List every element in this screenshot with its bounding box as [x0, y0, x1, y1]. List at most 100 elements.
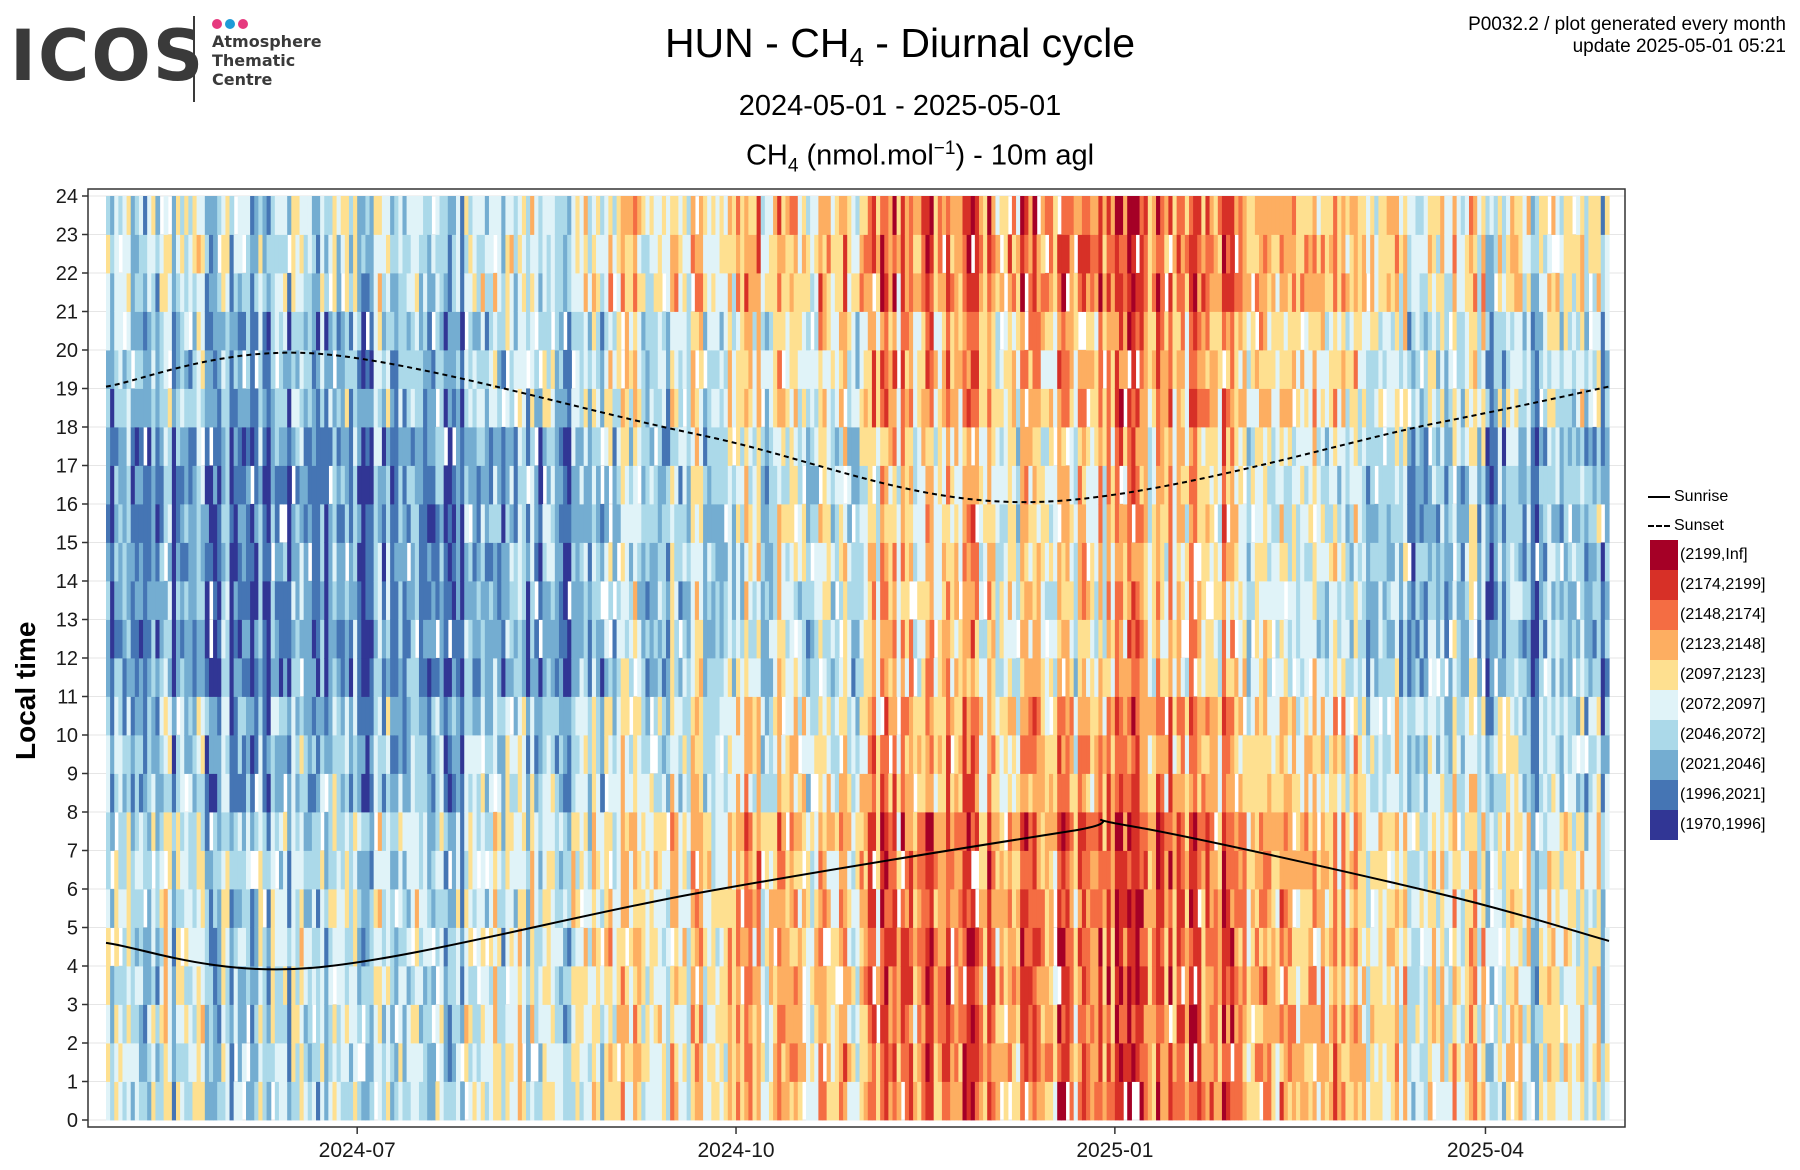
heatmap-cell — [192, 1081, 198, 1121]
heatmap-cell — [513, 773, 519, 813]
heatmap-cell — [291, 504, 297, 543]
heatmap-cell — [262, 427, 268, 466]
heatmap-cell — [859, 658, 865, 697]
heatmap-cell — [431, 850, 437, 890]
heatmap-cell — [517, 581, 523, 620]
heatmap-cell — [612, 311, 618, 351]
heatmap-cell — [736, 542, 741, 582]
heatmap-cell — [468, 735, 474, 774]
heatmap-cell — [340, 850, 346, 890]
heatmap-cell — [134, 350, 140, 389]
heatmap-cell — [752, 196, 758, 235]
heatmap-cell — [781, 234, 787, 274]
heatmap-cell — [958, 350, 964, 389]
heatmap-cell — [184, 350, 189, 389]
heatmap-cell — [143, 311, 148, 351]
heatmap-cell — [546, 504, 552, 543]
heatmap-cell — [583, 581, 589, 620]
heatmap-cell — [785, 504, 791, 543]
heatmap-cell — [361, 196, 367, 235]
heatmap-cell — [682, 889, 688, 928]
heatmap-cell — [114, 1043, 119, 1082]
heatmap-cell — [748, 465, 754, 505]
heatmap-cell — [336, 388, 342, 428]
heatmap-cell — [530, 388, 535, 428]
heatmap-cell — [278, 1043, 284, 1082]
heatmap-cell — [237, 542, 243, 582]
heatmap-cell — [744, 350, 749, 389]
heatmap-cell — [822, 350, 828, 389]
heatmap-cell — [596, 773, 601, 813]
heatmap-cell — [974, 350, 980, 389]
heatmap-cell — [472, 273, 478, 312]
heatmap-cell — [686, 465, 692, 505]
heatmap-cell — [299, 812, 305, 851]
heatmap-cell — [468, 1043, 474, 1082]
heatmap-cell — [604, 465, 609, 505]
heatmap-cell — [398, 966, 404, 1005]
heatmap-cell — [554, 773, 560, 813]
heatmap-cell — [357, 889, 362, 928]
heatmap-cell — [781, 581, 787, 620]
heatmap-cell — [871, 196, 877, 235]
heatmap-cell — [575, 465, 581, 505]
heatmap-cell — [110, 273, 115, 312]
heatmap-cell — [620, 658, 626, 697]
heatmap-cell — [830, 542, 836, 582]
heatmap-cell — [925, 619, 931, 659]
heatmap-cell — [859, 773, 865, 813]
heatmap-cell — [838, 850, 844, 890]
heatmap-cell — [744, 465, 749, 505]
heatmap-cell — [295, 889, 301, 928]
heatmap-cell — [221, 658, 227, 697]
heatmap-cell — [538, 234, 544, 274]
heatmap-cell — [311, 966, 317, 1005]
heatmap-cell — [299, 927, 305, 967]
heatmap-cell — [719, 311, 725, 351]
heatmap-cell — [620, 619, 626, 659]
heatmap-cell — [579, 581, 585, 620]
heatmap-cell — [645, 658, 651, 697]
heatmap-cell — [698, 388, 704, 428]
heatmap-cell — [369, 619, 375, 659]
heatmap-cell — [410, 773, 416, 813]
heatmap-cell — [542, 196, 548, 235]
heatmap-cell — [266, 581, 272, 620]
heatmap-cell — [278, 542, 284, 582]
heatmap-cell — [978, 542, 984, 582]
heatmap-cell — [974, 311, 980, 351]
heatmap-cell — [233, 927, 239, 967]
heatmap-cell — [151, 812, 157, 851]
heatmap-cell — [171, 234, 177, 274]
heatmap-cell — [208, 273, 214, 312]
heatmap-cell — [497, 773, 502, 813]
heatmap-cell — [505, 850, 511, 890]
heatmap-cell — [262, 196, 268, 235]
heatmap-cell — [468, 658, 474, 697]
heatmap-cell — [390, 889, 395, 928]
heatmap-cell — [344, 581, 350, 620]
heatmap-cell — [558, 850, 564, 890]
heatmap-cell — [698, 196, 704, 235]
heatmap-cell — [666, 427, 671, 466]
heatmap-cell — [941, 388, 947, 428]
heatmap-cell — [530, 735, 535, 774]
heatmap-cell — [855, 427, 861, 466]
heatmap-cell — [867, 773, 873, 813]
heatmap-cell — [270, 927, 276, 967]
heatmap-cell — [451, 1004, 457, 1044]
chart-subtitle: CH4 (nmol.mol−1) - 10m agl — [20, 138, 1800, 177]
heatmap-cell — [188, 619, 194, 659]
heatmap-cell — [563, 850, 568, 890]
heatmap-cell — [785, 581, 791, 620]
heatmap-cell — [381, 1081, 387, 1121]
heatmap-cell — [723, 889, 729, 928]
heatmap-cell — [106, 1043, 111, 1082]
heatmap-cell — [159, 234, 165, 274]
heatmap-cell — [633, 812, 638, 851]
heatmap-cell — [571, 773, 577, 813]
heatmap-cell — [645, 196, 651, 235]
heatmap-cell — [443, 812, 449, 851]
heatmap-cell — [208, 504, 214, 543]
heatmap-cell — [369, 773, 375, 813]
